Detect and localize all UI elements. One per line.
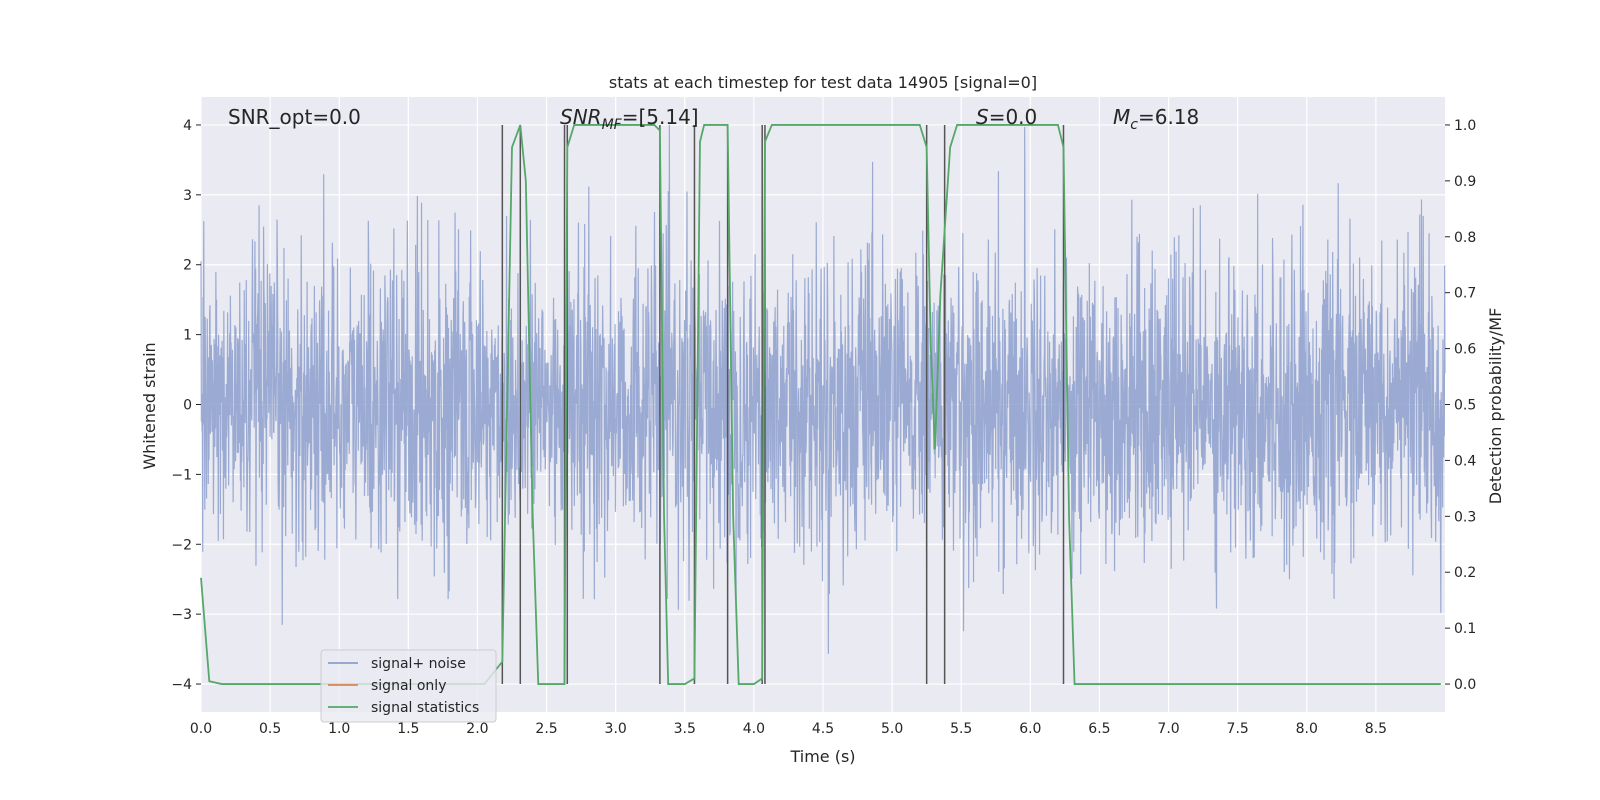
y-tick-label: −1	[171, 467, 192, 483]
x-tick-label: 2.0	[466, 721, 488, 737]
x-tick-label: 5.5	[950, 721, 972, 737]
legend: signal+ noise signal only signal statist…	[320, 649, 497, 723]
x-tick-label: 7.5	[1227, 721, 1249, 737]
chart-title: stats at each timestep for test data 149…	[609, 73, 1037, 92]
s-annotation: S=0.0	[976, 105, 1037, 129]
x-tick-labels: 0.0 0.5 1.0 1.5 2.0 2.5 3.0 3.5 4.0 4.5 5.0 5.5 6.0 6…	[190, 721, 1387, 737]
y-tick-label: −3	[171, 607, 192, 623]
signal-statistics-line	[200, 124, 1441, 685]
mc-annotation: Mc=6.18	[1113, 105, 1199, 133]
x-tick-label: 4.0	[743, 721, 765, 737]
x-tick-label: 7.0	[1157, 721, 1179, 737]
x-tick-label: 1.0	[328, 721, 350, 737]
y-tick-label: 0	[183, 398, 192, 414]
snr-opt-annotation: SNR_opt=0.0	[228, 105, 361, 129]
y-tick-label: −4	[171, 677, 192, 693]
x-tick-label: 0.5	[259, 721, 281, 737]
y-right-tick-label: 0.4	[1454, 453, 1476, 469]
legend-label-noise: signal+ noise	[371, 656, 466, 672]
y-right-tick-label: 0.6	[1454, 342, 1476, 358]
legend-label-signal: signal only	[371, 678, 446, 694]
x-tick-label: 3.0	[605, 721, 627, 737]
y-tick-label: −2	[171, 537, 192, 553]
legend-label-stats: signal statistics	[371, 700, 479, 716]
x-axis-label: Time (s)	[789, 747, 855, 766]
signal-noise-series	[200, 124, 1446, 654]
y-right-tick-label: 0.5	[1454, 398, 1476, 414]
y-right-tick-labels: 1.0 0.9 0.8 0.7 0.6 0.5 0.4 0.3 0.2 0.1 0.0	[1445, 118, 1476, 693]
x-tick-label: 4.5	[812, 721, 834, 737]
signal-noise-line	[200, 124, 1446, 654]
y-right-tick-label: 0.0	[1454, 677, 1476, 693]
legend-box	[320, 649, 497, 723]
y-right-tick-label: 1.0	[1454, 118, 1476, 134]
y-right-tick-label: 0.3	[1454, 509, 1476, 525]
x-tick-label: 8.0	[1296, 721, 1318, 737]
y-right-tick-label: 0.2	[1454, 565, 1476, 581]
y-tick-label: 4	[183, 118, 192, 134]
y-right-axis-label: Detection probability/MF	[1486, 308, 1505, 505]
y-right-tick-label: 0.1	[1454, 621, 1476, 637]
x-tick-label: 2.5	[535, 721, 557, 737]
snr-mf-annotation: SNRMF=[5.14]	[560, 105, 699, 133]
y-right-tick-label: 0.9	[1454, 174, 1476, 190]
y-tick-label: 1	[183, 328, 192, 344]
y-tick-labels: 4 3 2 1 0 −1 −2 −3 −4	[171, 118, 201, 693]
y-right-tick-label: 0.8	[1454, 230, 1476, 246]
x-tick-label: 5.0	[881, 721, 903, 737]
y-axis-label: Whitened strain	[140, 342, 159, 469]
x-tick-label: 1.5	[397, 721, 419, 737]
y-tick-label: 3	[183, 188, 192, 204]
y-right-tick-label: 0.7	[1454, 286, 1476, 302]
x-tick-label: 8.5	[1365, 721, 1387, 737]
x-tick-label: 6.5	[1088, 721, 1110, 737]
x-tick-label: 6.0	[1019, 721, 1041, 737]
y-tick-label: 2	[183, 258, 192, 274]
x-tick-label: 3.5	[674, 721, 696, 737]
x-tick-label: 0.0	[190, 721, 212, 737]
